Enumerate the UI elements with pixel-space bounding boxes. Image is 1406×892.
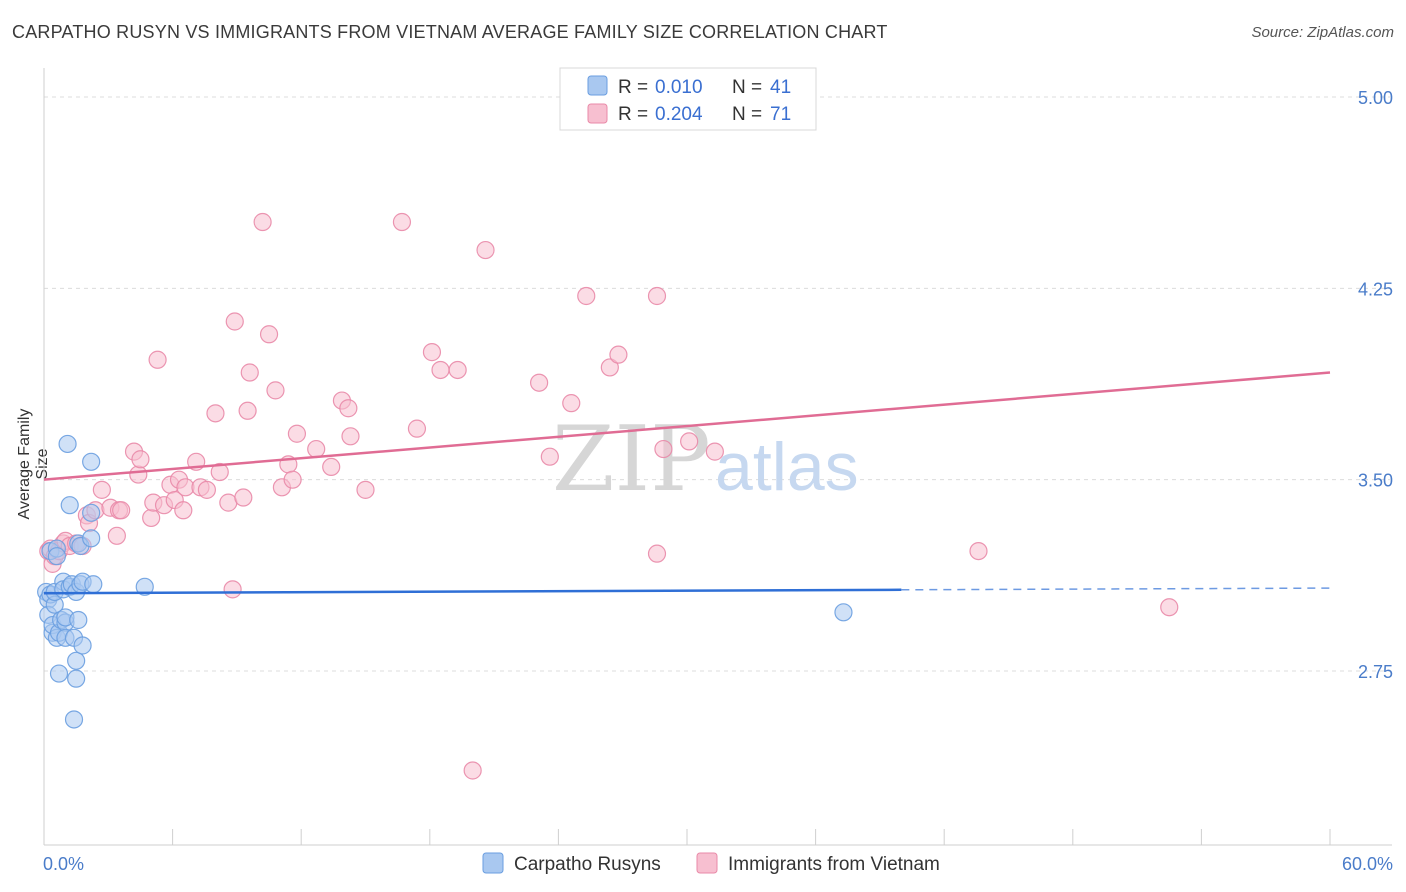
legend-r-label-vietnam: R =: [618, 104, 648, 125]
point-vietnam-54: [392, 212, 412, 232]
point-vietnam-72: [969, 541, 988, 561]
point-vietnam-66: [609, 345, 628, 364]
point-rusyns-37: [82, 529, 101, 548]
y-tick-labels: 2.75 3.50 4.25 5.00: [1358, 88, 1393, 682]
legend-r-label-rusyns: R =: [618, 77, 648, 98]
point-rusyns-33: [73, 636, 92, 655]
series-legend: Carpatho Rusyns Immigrants from Vietnam: [482, 852, 940, 875]
point-vietnam-43: [266, 381, 285, 400]
y-tick-label-0: 2.75: [1358, 662, 1393, 682]
point-vietnam-42: [259, 325, 279, 344]
point-rusyns-12: [49, 664, 69, 683]
trend-line-rusyns: [43, 588, 902, 595]
watermark-zip: ZIP: [552, 407, 711, 512]
legend-swatch-vietnam: [587, 103, 608, 124]
legend-n-label-rusyns: N =: [732, 77, 762, 98]
legend-n-value-vietnam: 71: [770, 104, 791, 125]
point-vietnam-69: [680, 432, 699, 451]
point-vietnam-15: [107, 526, 126, 545]
trend-line-vietnam: [43, 371, 1331, 481]
x-tick-label-max: 60.0%: [1342, 854, 1393, 874]
point-vietnam-28: [174, 501, 193, 520]
point-rusyns-20: [58, 434, 77, 454]
x-tick-label-min: 0.0%: [43, 854, 84, 874]
series-legend-swatch-rusyns: [482, 852, 504, 874]
legend-n-label-vietnam: N =: [732, 104, 762, 125]
point-rusyns-40: [834, 603, 853, 622]
chart-title: CARPATHO RUSYN VS IMMIGRANTS FROM VIETNA…: [12, 22, 888, 42]
legend-swatch-rusyns: [587, 75, 608, 96]
y-tick-label-1: 3.50: [1358, 471, 1393, 491]
legend-r-value-vietnam: 0.204: [655, 104, 703, 125]
trend-lines: [43, 371, 1331, 595]
point-vietnam-52: [341, 427, 360, 446]
gridlines: [44, 96, 1390, 672]
point-vietnam-40: [240, 363, 259, 382]
point-vietnam-51: [339, 399, 358, 418]
point-vietnam-68: [654, 439, 673, 459]
point-vietnam-20: [131, 450, 150, 469]
point-vietnam-19: [129, 465, 148, 484]
point-rusyns-31: [69, 610, 88, 630]
point-vietnam-47: [287, 424, 307, 443]
watermark-atlas: atlas: [715, 429, 859, 505]
point-vietnam-33: [206, 404, 225, 423]
legend-r-value-rusyns: 0.010: [655, 77, 703, 98]
point-rusyns-27: [67, 669, 86, 688]
series-legend-swatch-vietnam: [696, 852, 718, 874]
point-vietnam-62: [540, 447, 559, 466]
series-legend-label-vietnam: Immigrants from Vietnam: [728, 854, 940, 875]
point-vietnam-71: [647, 544, 667, 563]
point-vietnam-61: [530, 373, 549, 392]
point-vietnam-37: [225, 312, 244, 331]
point-vietnam-65: [600, 358, 619, 377]
source-label: Source: ZipAtlas.com: [1251, 24, 1394, 41]
point-vietnam-64: [577, 286, 596, 306]
point-rusyns-21: [60, 496, 79, 515]
point-vietnam-32: [197, 480, 216, 499]
point-vietnam-56: [422, 343, 442, 362]
y-tick-label-2: 4.25: [1358, 279, 1393, 299]
point-rusyns-36: [84, 575, 103, 594]
x-tick-labels: 0.0% 60.0%: [43, 854, 1393, 874]
point-vietnam-67: [647, 286, 667, 306]
point-rusyns-38: [82, 452, 101, 471]
stats-legend: R = 0.010 N = 41 R = 0.204 N = 71: [559, 67, 817, 131]
point-vietnam-60: [476, 240, 495, 260]
point-vietnam-46: [283, 470, 302, 489]
point-vietnam-38: [234, 488, 253, 507]
point-vietnam-13: [92, 480, 111, 499]
point-rusyns-28: [67, 651, 86, 670]
point-rusyns-25: [64, 710, 84, 729]
point-rusyns-39: [135, 577, 154, 596]
point-vietnam-55: [407, 419, 427, 438]
scatter-points: [37, 212, 1179, 780]
point-vietnam-48: [307, 439, 326, 459]
point-vietnam-49: [322, 457, 341, 477]
legend-n-value-rusyns: 41: [770, 77, 791, 98]
series-legend-label-rusyns: Carpatho Rusyns: [514, 854, 661, 875]
y-tick-label-3: 5.00: [1358, 88, 1393, 108]
trend-line-rusyns-extension: [901, 587, 1331, 591]
point-vietnam-57: [431, 360, 450, 380]
point-vietnam-70: [705, 442, 724, 461]
watermark: ZIP atlas: [552, 407, 859, 512]
point-vietnam-59: [463, 761, 482, 780]
point-vietnam-23: [148, 350, 167, 369]
point-vietnam-39: [238, 401, 257, 420]
point-vietnam-34: [210, 462, 229, 482]
point-vietnam-58: [448, 360, 467, 380]
point-vietnam-41: [253, 212, 272, 232]
axes: [43, 68, 1392, 846]
point-rusyns-11: [47, 547, 66, 566]
point-vietnam-17: [112, 501, 131, 520]
point-rusyns-35: [82, 503, 101, 522]
point-vietnam-53: [356, 480, 375, 499]
point-vietnam-63: [562, 394, 581, 413]
point-vietnam-21: [142, 508, 161, 528]
point-vietnam-36: [223, 580, 242, 599]
point-vietnam-73: [1160, 598, 1179, 617]
